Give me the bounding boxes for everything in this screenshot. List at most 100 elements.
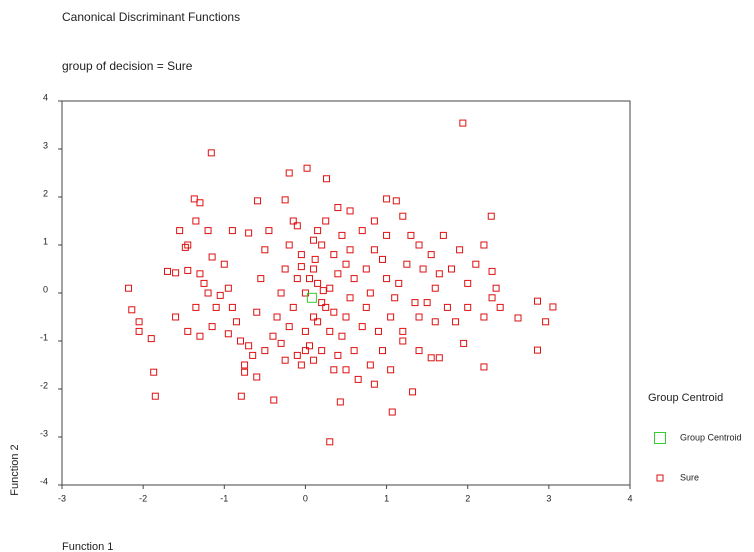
legend-swatch [657,475,663,481]
legend-swatch [655,433,666,444]
y-tick-label: 3 [43,140,48,150]
data-point [371,218,377,224]
data-point [420,266,426,272]
data-point [209,254,215,260]
data-point [457,247,463,253]
data-point [319,348,325,354]
data-point [282,197,288,203]
data-point [205,228,211,234]
data-point [424,300,430,306]
data-point [197,333,203,339]
data-point [262,348,268,354]
data-point [534,347,540,353]
data-point [148,336,154,342]
data-point [428,252,434,258]
data-point [225,331,231,337]
data-point [242,369,248,375]
data-point [185,328,191,334]
data-point [197,200,203,206]
data-point [298,264,304,270]
data-point [193,218,199,224]
data-point [298,362,304,368]
data-point [335,352,341,358]
y-axis-label: Function 2 [9,444,21,495]
data-point [229,304,235,310]
data-point [327,328,333,334]
data-point [416,314,422,320]
y-tick-label: 0 [43,284,48,294]
data-point [201,280,207,286]
x-tick-label: 4 [627,493,632,503]
data-point [129,307,135,313]
data-point [152,393,158,399]
data-point [416,242,422,248]
data-point [286,170,292,176]
x-tick-label: -1 [220,493,228,503]
x-tick-label: 1 [384,493,389,503]
data-point [380,348,386,354]
legend-label: Group Centroid [680,432,742,442]
data-point [453,319,459,325]
data-point [246,343,252,349]
data-point [315,228,321,234]
data-point [177,228,183,234]
data-point [193,304,199,310]
data-point [229,228,235,234]
data-point [191,196,197,202]
data-point [282,357,288,363]
data-point [488,213,494,219]
data-point [436,355,442,361]
data-point [489,295,495,301]
data-point [359,228,365,234]
data-point [400,328,406,334]
data-point [274,314,280,320]
data-point [266,228,272,234]
data-point [151,369,157,375]
data-point [331,252,337,258]
data-point [347,208,353,214]
data-point [393,198,399,204]
data-point [238,338,244,344]
data-point [481,364,487,370]
data-point [375,328,381,334]
data-point [278,290,284,296]
data-point [440,232,446,238]
data-point [197,271,203,277]
data-point [408,232,414,238]
data-point [262,247,268,253]
data-point [339,333,345,339]
data-point [126,285,132,291]
data-point [460,120,466,126]
data-point [380,256,386,262]
data-point [481,314,487,320]
data-point [339,232,345,238]
data-point [319,242,325,248]
data-point [448,266,454,272]
data-point [182,244,188,250]
data-point [363,304,369,310]
data-point [335,271,341,277]
data-point [136,319,142,325]
data-point [258,276,264,282]
data-point [270,333,276,339]
data-point [304,165,310,171]
data-point [389,409,395,415]
data-point [428,355,434,361]
data-point [324,176,330,182]
data-point [489,268,495,274]
data-point [323,218,329,224]
data-point [311,237,317,243]
data-point [320,288,326,294]
data-point [343,314,349,320]
data-point [404,261,410,267]
data-point [371,381,377,387]
data-point [246,230,252,236]
x-axis-label: Function 1 [62,541,113,552]
data-point [205,290,211,296]
y-tick-label: -3 [40,428,48,438]
y-tick-label: 2 [43,188,48,198]
data-point [254,374,260,380]
data-point [337,399,343,405]
x-tick-label: 0 [303,493,308,503]
data-point [173,314,179,320]
